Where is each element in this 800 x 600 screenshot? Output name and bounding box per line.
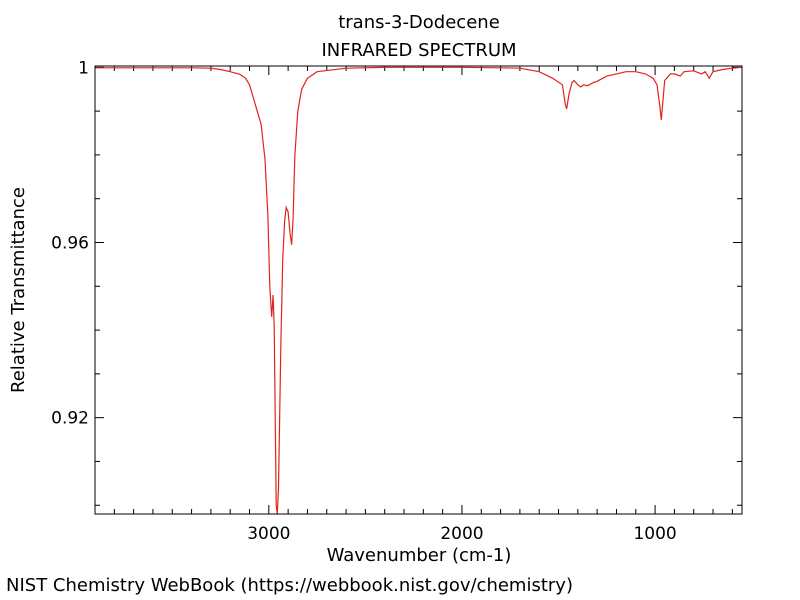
plot-frame (94, 65, 743, 515)
chart-subtitle: INFRARED SPECTRUM (321, 40, 516, 61)
x-tick-label: 1000 (633, 524, 676, 544)
x-tick-label: 2000 (440, 524, 483, 544)
y-tick-label: 0.92 (51, 409, 89, 429)
source-footer: NIST Chemistry WebBook (https://webbook.… (6, 575, 573, 596)
y-tick-label: 1 (78, 58, 89, 78)
x-tick-label: 3000 (247, 524, 290, 544)
axis-tick-labels: 3000 2000 1000 1 0.96 0.92 (51, 58, 677, 544)
chart-title: trans-3-Dodecene (338, 12, 500, 33)
spectrum-line (95, 66, 743, 515)
y-tick-label: 0.96 (51, 233, 89, 253)
y-axis-label: Relative Transmittance (8, 187, 29, 393)
axis-ticks (95, 66, 742, 514)
x-axis-label: Wavenumber (cm-1) (327, 545, 512, 566)
